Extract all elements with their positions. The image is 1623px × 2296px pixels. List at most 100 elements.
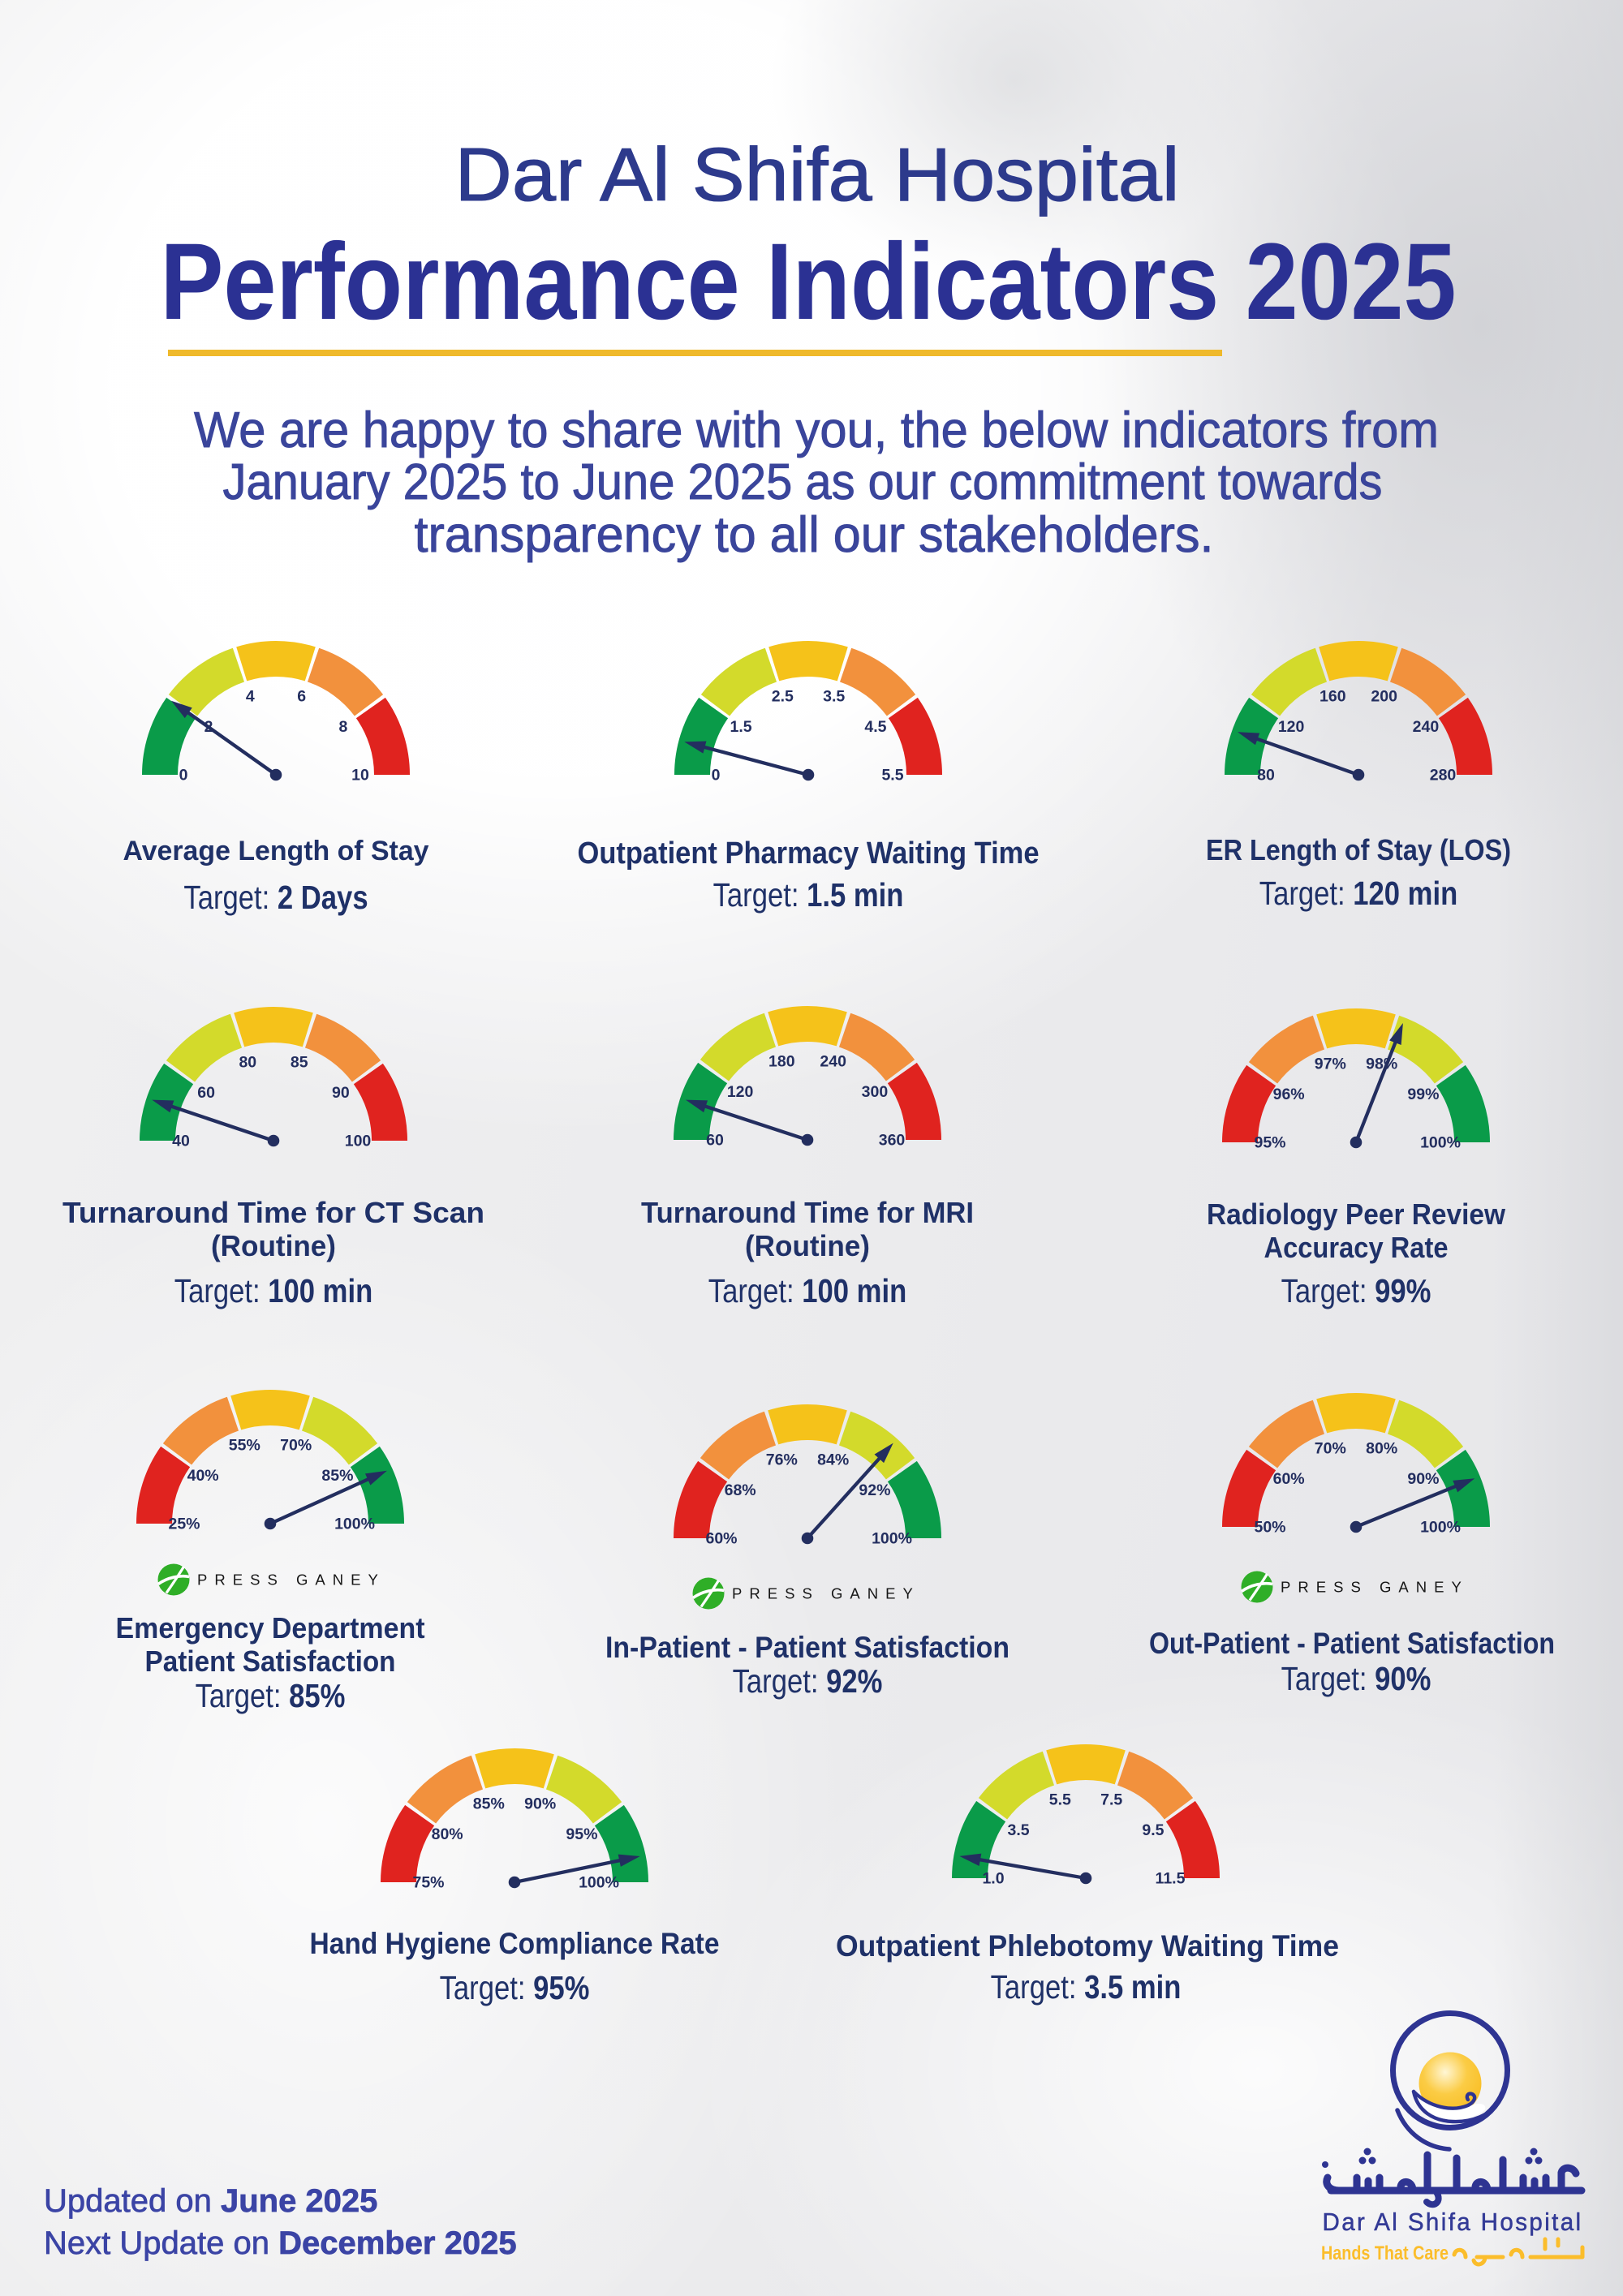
svg-text:Target: 92%: Target: 92% xyxy=(733,1663,883,1700)
svg-text:Dar Al Shifa Hospital: Dar Al Shifa Hospital xyxy=(455,132,1180,217)
svg-text:In-Patient - Patient Satisfact: In-Patient - Patient Satisfaction xyxy=(605,1631,1010,1664)
svg-text:Emergency Department: Emergency Department xyxy=(116,1611,425,1645)
svg-text:200: 200 xyxy=(1371,688,1397,706)
svg-text:5.5: 5.5 xyxy=(881,767,903,785)
svg-text:60%: 60% xyxy=(705,1530,737,1548)
svg-text:100%: 100% xyxy=(579,1874,619,1892)
svg-text:55%: 55% xyxy=(229,1437,260,1455)
svg-text:240: 240 xyxy=(820,1053,846,1071)
svg-text:80: 80 xyxy=(1257,767,1275,785)
svg-text:85: 85 xyxy=(291,1054,308,1072)
svg-text:4: 4 xyxy=(246,688,255,706)
svg-text:0: 0 xyxy=(179,767,188,785)
svg-text:97%: 97% xyxy=(1315,1056,1346,1073)
svg-text:ER Length of Stay (LOS): ER Length of Stay (LOS) xyxy=(1206,833,1511,866)
svg-text:9.5: 9.5 xyxy=(1142,1821,1164,1839)
svg-text:40%: 40% xyxy=(187,1467,219,1485)
svg-text:5.5: 5.5 xyxy=(1049,1791,1071,1809)
svg-text:PRESS GANEY: PRESS GANEY xyxy=(197,1572,384,1589)
svg-text:Target: 99%: Target: 99% xyxy=(1281,1273,1431,1309)
svg-text:120: 120 xyxy=(727,1083,754,1101)
svg-text:68%: 68% xyxy=(725,1481,756,1499)
svg-text:100%: 100% xyxy=(1420,1519,1461,1537)
svg-text:50%: 50% xyxy=(1254,1519,1285,1537)
svg-text:Dar Al Shifa Hospital: Dar Al Shifa Hospital xyxy=(1323,2208,1583,2236)
svg-text:60: 60 xyxy=(706,1132,724,1150)
svg-text:7.5: 7.5 xyxy=(1100,1791,1122,1809)
svg-text:90%: 90% xyxy=(1407,1470,1439,1488)
svg-text:Accuracy Rate: Accuracy Rate xyxy=(1264,1231,1449,1264)
svg-text:360: 360 xyxy=(879,1132,906,1150)
svg-text:60: 60 xyxy=(197,1084,215,1102)
svg-text:Turnaround Time for MRI: Turnaround Time for MRI xyxy=(641,1196,974,1229)
svg-text:3.5: 3.5 xyxy=(1008,1821,1030,1839)
svg-text:January 2025 to June 2025 as o: January 2025 to June 2025 as our commitm… xyxy=(223,454,1383,510)
svg-text:Target: 120 min: Target: 120 min xyxy=(1259,875,1457,912)
svg-text:95%: 95% xyxy=(566,1825,597,1843)
svg-text:80%: 80% xyxy=(1366,1440,1397,1458)
svg-text:70%: 70% xyxy=(1315,1440,1346,1458)
svg-text:3.5: 3.5 xyxy=(823,688,845,706)
svg-text:4.5: 4.5 xyxy=(864,718,886,736)
svg-text:96%: 96% xyxy=(1273,1086,1305,1103)
svg-text:Target: 2 Days: Target: 2 Days xyxy=(183,879,368,916)
svg-text:PRESS GANEY: PRESS GANEY xyxy=(1281,1579,1467,1596)
svg-text:Patient Satisfaction: Patient Satisfaction xyxy=(145,1645,396,1678)
svg-text:85%: 85% xyxy=(321,1467,353,1485)
svg-text:Target: 85%: Target: 85% xyxy=(196,1678,346,1714)
svg-text:75%: 75% xyxy=(412,1874,444,1892)
svg-text:Target: 100 min: Target: 100 min xyxy=(708,1273,906,1309)
svg-text:25%: 25% xyxy=(168,1516,200,1533)
svg-text:100: 100 xyxy=(345,1133,372,1150)
svg-text:1.0: 1.0 xyxy=(982,1870,1004,1888)
svg-text:76%: 76% xyxy=(766,1451,798,1469)
svg-text:180: 180 xyxy=(768,1053,795,1071)
svg-text:100%: 100% xyxy=(872,1530,912,1548)
svg-text:40: 40 xyxy=(172,1133,190,1150)
svg-text:Average Length of Stay: Average Length of Stay xyxy=(123,836,429,866)
svg-text:98%: 98% xyxy=(1366,1056,1397,1073)
svg-text:60%: 60% xyxy=(1273,1470,1305,1488)
svg-text:2.5: 2.5 xyxy=(772,688,794,706)
svg-text:(Routine): (Routine) xyxy=(211,1229,336,1262)
svg-text:95%: 95% xyxy=(1254,1134,1285,1152)
svg-text:Target: 95%: Target: 95% xyxy=(440,1970,590,2006)
svg-text:80%: 80% xyxy=(432,1825,463,1843)
svg-text:70%: 70% xyxy=(280,1437,312,1455)
svg-text:Radiology Peer Review: Radiology Peer Review xyxy=(1207,1197,1506,1231)
svg-text:120: 120 xyxy=(1278,718,1305,736)
svg-text:8: 8 xyxy=(338,718,347,736)
svg-text:Updated on June 2025: Updated on June 2025 xyxy=(44,2183,377,2219)
svg-text:PRESS GANEY: PRESS GANEY xyxy=(732,1585,919,1602)
svg-text:85%: 85% xyxy=(473,1795,505,1813)
svg-text:84%: 84% xyxy=(817,1451,849,1469)
svg-text:1.5: 1.5 xyxy=(730,718,752,736)
svg-text:Hands That Care: Hands That Care xyxy=(1321,2242,1449,2264)
svg-text:Performance Indicators 2025: Performance Indicators 2025 xyxy=(161,221,1457,342)
svg-text:300: 300 xyxy=(862,1083,889,1101)
svg-text:Target: 1.5 min: Target: 1.5 min xyxy=(713,877,904,914)
svg-text:Turnaround Time for CT Scan: Turnaround Time for CT Scan xyxy=(62,1196,484,1229)
svg-text:Target: 90%: Target: 90% xyxy=(1281,1661,1431,1697)
svg-text:transparency to all our stakeh: transparency to all our stakeholders. xyxy=(415,507,1214,563)
svg-text:90: 90 xyxy=(332,1084,350,1102)
svg-text:160: 160 xyxy=(1319,688,1346,706)
svg-text:6: 6 xyxy=(297,688,306,706)
svg-text:10: 10 xyxy=(351,767,369,785)
svg-text:Hand Hygiene Compliance Rate: Hand Hygiene Compliance Rate xyxy=(310,1927,720,1960)
svg-text:We are happy to share with you: We are happy to share with you, the belo… xyxy=(194,402,1439,458)
svg-text:100%: 100% xyxy=(334,1516,375,1533)
svg-text:99%: 99% xyxy=(1407,1086,1439,1103)
svg-text:(Routine): (Routine) xyxy=(745,1229,870,1262)
svg-text:240: 240 xyxy=(1413,718,1440,736)
svg-text:Outpatient Pharmacy Waiting Ti: Outpatient Pharmacy Waiting Time xyxy=(578,836,1040,871)
svg-text:Target: 100 min: Target: 100 min xyxy=(174,1273,372,1309)
svg-text:Out-Patient - Patient Satisfac: Out-Patient - Patient Satisfaction xyxy=(1149,1627,1555,1660)
svg-text:Next Update on December 2025: Next Update on December 2025 xyxy=(44,2225,517,2261)
svg-text:80: 80 xyxy=(239,1054,256,1072)
svg-text:Target: 3.5 min: Target: 3.5 min xyxy=(991,1969,1182,2006)
svg-text:100%: 100% xyxy=(1420,1134,1461,1152)
svg-text:280: 280 xyxy=(1430,767,1457,785)
svg-text:0: 0 xyxy=(712,767,721,785)
svg-text:90%: 90% xyxy=(524,1795,556,1813)
